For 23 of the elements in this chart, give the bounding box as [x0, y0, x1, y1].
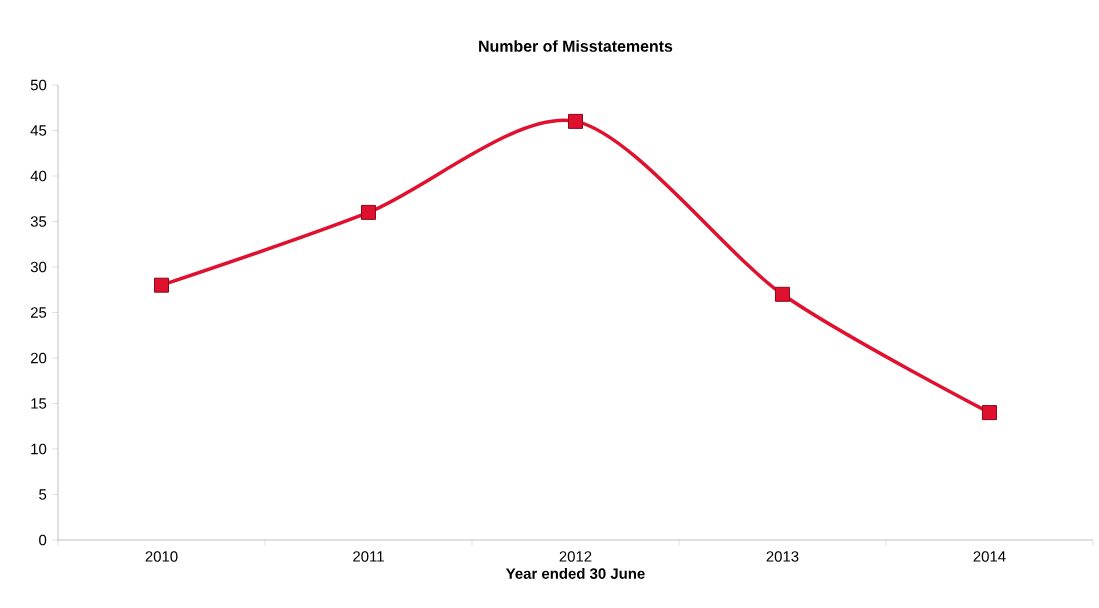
point	[360, 204, 376, 220]
y-tick-label: 30	[30, 261, 47, 273]
y-tick-label: 50	[30, 79, 47, 91]
x-tick-label: 2014	[973, 551, 1006, 562]
y-tick-label: 5	[39, 489, 47, 500]
x-tick-label: 2011	[353, 551, 384, 562]
y-tick-label: 25	[30, 307, 47, 318]
y-tick-label: 40	[30, 170, 47, 182]
x-axis-title: Year ended 30 June	[505, 567, 645, 579]
point	[774, 286, 790, 302]
y-tick-label: 35	[30, 216, 47, 227]
y-tick-label: 20	[30, 352, 47, 364]
x-tick-label: 2013	[766, 551, 799, 562]
point	[981, 405, 997, 421]
point	[154, 277, 169, 293]
y-tick-label: 0	[39, 534, 47, 546]
y-tick-label: 15	[31, 398, 47, 409]
chart-title: Number of Misstatements	[479, 40, 673, 52]
y-tick-label: 45	[30, 125, 47, 136]
x-tick-label: 2012	[559, 551, 592, 562]
x-tick-label: 2010	[145, 551, 178, 562]
y-tick-label: 10	[31, 443, 47, 455]
point	[567, 113, 583, 129]
